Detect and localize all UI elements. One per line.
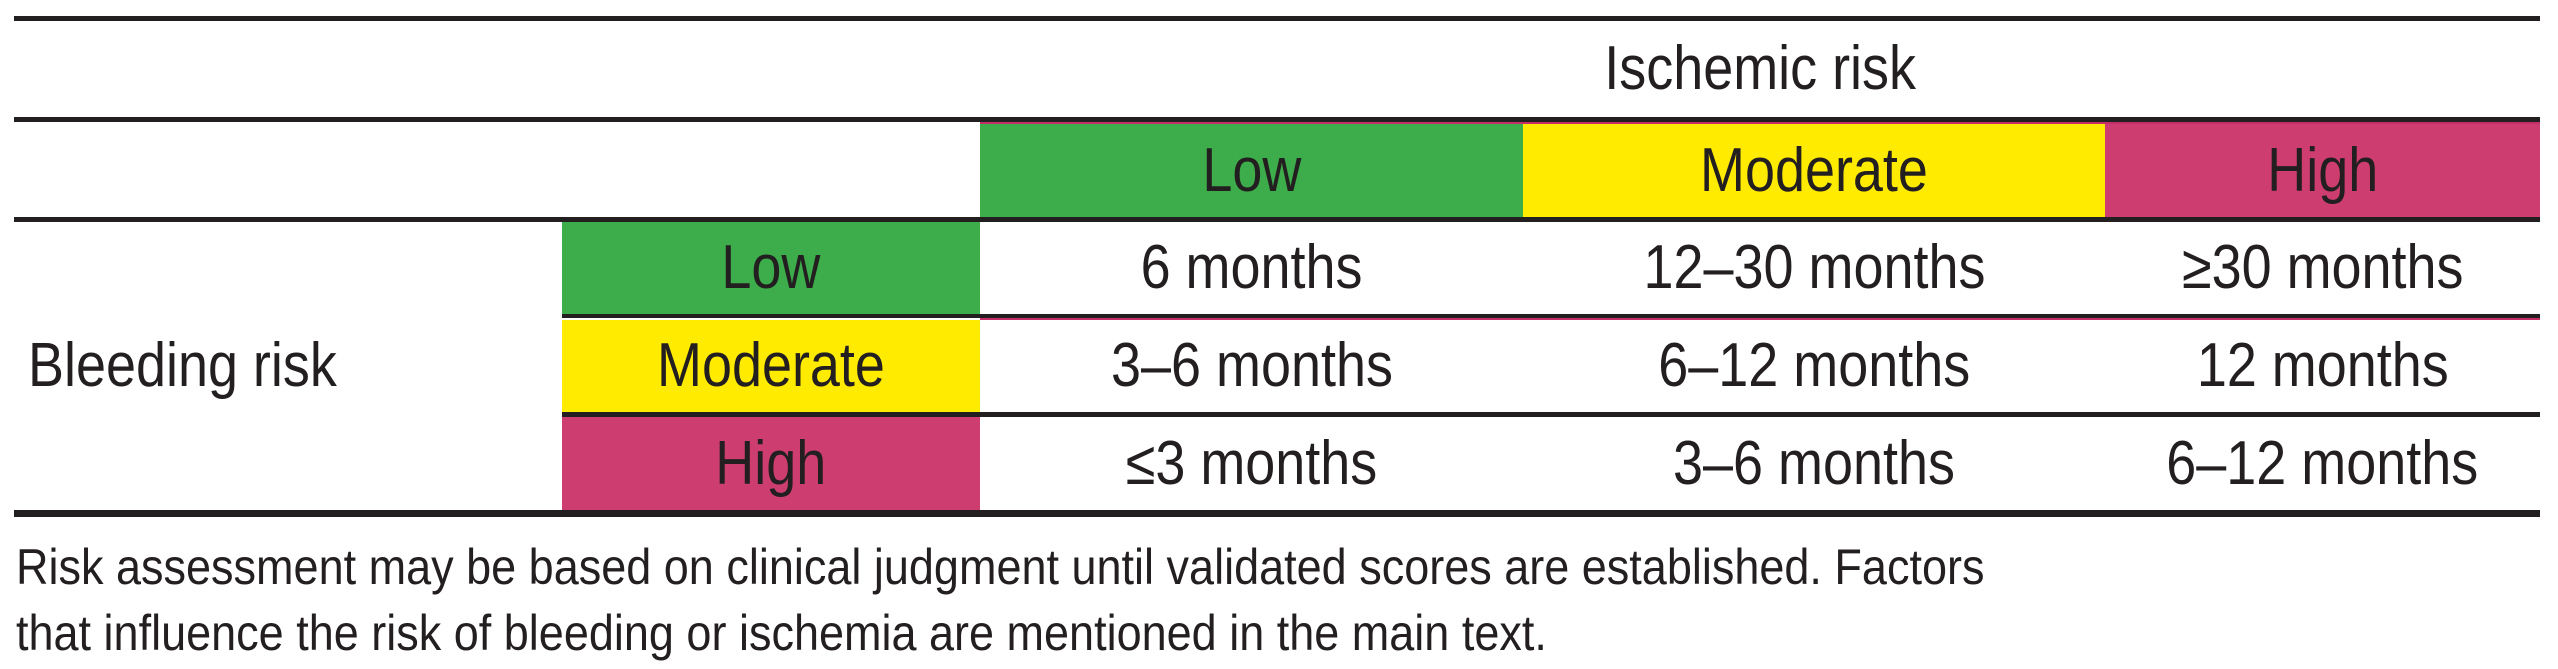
table-rule-under-ischemic-header bbox=[14, 117, 2540, 122]
duration-value: 12–30 months bbox=[1643, 233, 1985, 302]
bleeding-level-high-cell: High bbox=[562, 417, 980, 510]
header-spacer bbox=[14, 21, 980, 117]
table-row-bleeding-high: High ≤3 months 3–6 months 6–12 months bbox=[562, 417, 2540, 510]
bleeding-axis-label: Bleeding risk bbox=[28, 331, 337, 400]
table-rule-top bbox=[14, 16, 2540, 21]
bleeding-level-low-label: Low bbox=[721, 233, 821, 302]
duration-cell-moderate-high: 12 months bbox=[2105, 320, 2540, 412]
footnote-line: Risk assessment may be based on clinical… bbox=[16, 539, 1985, 595]
duration-cell-low-high: ≥30 months bbox=[2105, 222, 2540, 314]
bleeding-level-moderate-label: Moderate bbox=[657, 331, 885, 400]
duration-value: 6 months bbox=[1140, 233, 1363, 302]
duration-cell-high-low: ≤3 months bbox=[980, 417, 1523, 510]
ischemic-level-low-cell: Low bbox=[980, 124, 1523, 217]
duration-value: 3–6 months bbox=[1673, 428, 1955, 498]
bleeding-level-high-label: High bbox=[715, 428, 827, 498]
risk-matrix-table: Ischemic risk Low Moderate High Bleeding… bbox=[14, 16, 2540, 517]
duration-cell-moderate-low: 3–6 months bbox=[980, 320, 1523, 412]
table-rule-bottom bbox=[14, 510, 2540, 517]
table-row-bleeding-low: Low 6 months 12–30 months ≥30 months bbox=[562, 222, 2540, 314]
ischemic-level-high-label: High bbox=[2267, 135, 2378, 205]
bleeding-level-moderate-cell: Moderate bbox=[562, 320, 980, 412]
ischemic-level-high-cell: High bbox=[2105, 124, 2540, 217]
bleeding-axis-header-cell: Bleeding risk bbox=[14, 222, 562, 510]
duration-value: 6–12 months bbox=[2166, 428, 2479, 498]
matrix-grid: Low 6 months 12–30 months ≥30 months bbox=[562, 222, 2540, 510]
crimson-accent-line bbox=[980, 122, 2540, 124]
table-footnote: Risk assessment may be based on clinical… bbox=[16, 534, 2203, 666]
table-body: Bleeding risk Low 6 months 12–30 months … bbox=[14, 222, 2540, 510]
duration-cell-high-moderate: 3–6 months bbox=[1523, 417, 2105, 510]
ischemic-level-moderate-label: Moderate bbox=[1700, 135, 1928, 205]
duration-value: 12 months bbox=[2196, 331, 2449, 400]
duration-value: ≤3 months bbox=[1125, 428, 1378, 498]
duration-value: 6–12 months bbox=[1658, 331, 1970, 400]
ischemic-level-moderate-cell: Moderate bbox=[1523, 124, 2105, 217]
duration-value: 3–6 months bbox=[1110, 331, 1393, 400]
ischemic-axis-header-cell: Ischemic risk bbox=[980, 21, 2540, 117]
ischemic-level-header-row: Low Moderate High bbox=[14, 124, 2540, 217]
duration-cell-low-moderate: 12–30 months bbox=[1523, 222, 2105, 314]
footnote-line: that influence the risk of bleeding or i… bbox=[16, 605, 1547, 661]
duration-value: ≥30 months bbox=[2181, 233, 2464, 302]
duration-cell-high-high: 6–12 months bbox=[2105, 417, 2540, 510]
table-row-bleeding-moderate: Moderate 3–6 months 6–12 months 12 month… bbox=[562, 320, 2540, 412]
level-header-spacer bbox=[14, 124, 980, 217]
ischemic-axis-header-row: Ischemic risk bbox=[14, 21, 2540, 117]
row-separator bbox=[562, 412, 2540, 417]
duration-cell-low-low: 6 months bbox=[980, 222, 1523, 314]
row-separator bbox=[562, 314, 2540, 318]
ischemic-axis-label: Ischemic risk bbox=[1604, 34, 1916, 103]
ischemic-level-low-label: Low bbox=[1202, 135, 1301, 205]
table-rule-under-level-header bbox=[14, 217, 2540, 222]
duration-cell-moderate-moderate: 6–12 months bbox=[1523, 320, 2105, 412]
bleeding-level-low-cell: Low bbox=[562, 222, 980, 314]
row-separator-crimson-accent bbox=[980, 318, 2540, 320]
